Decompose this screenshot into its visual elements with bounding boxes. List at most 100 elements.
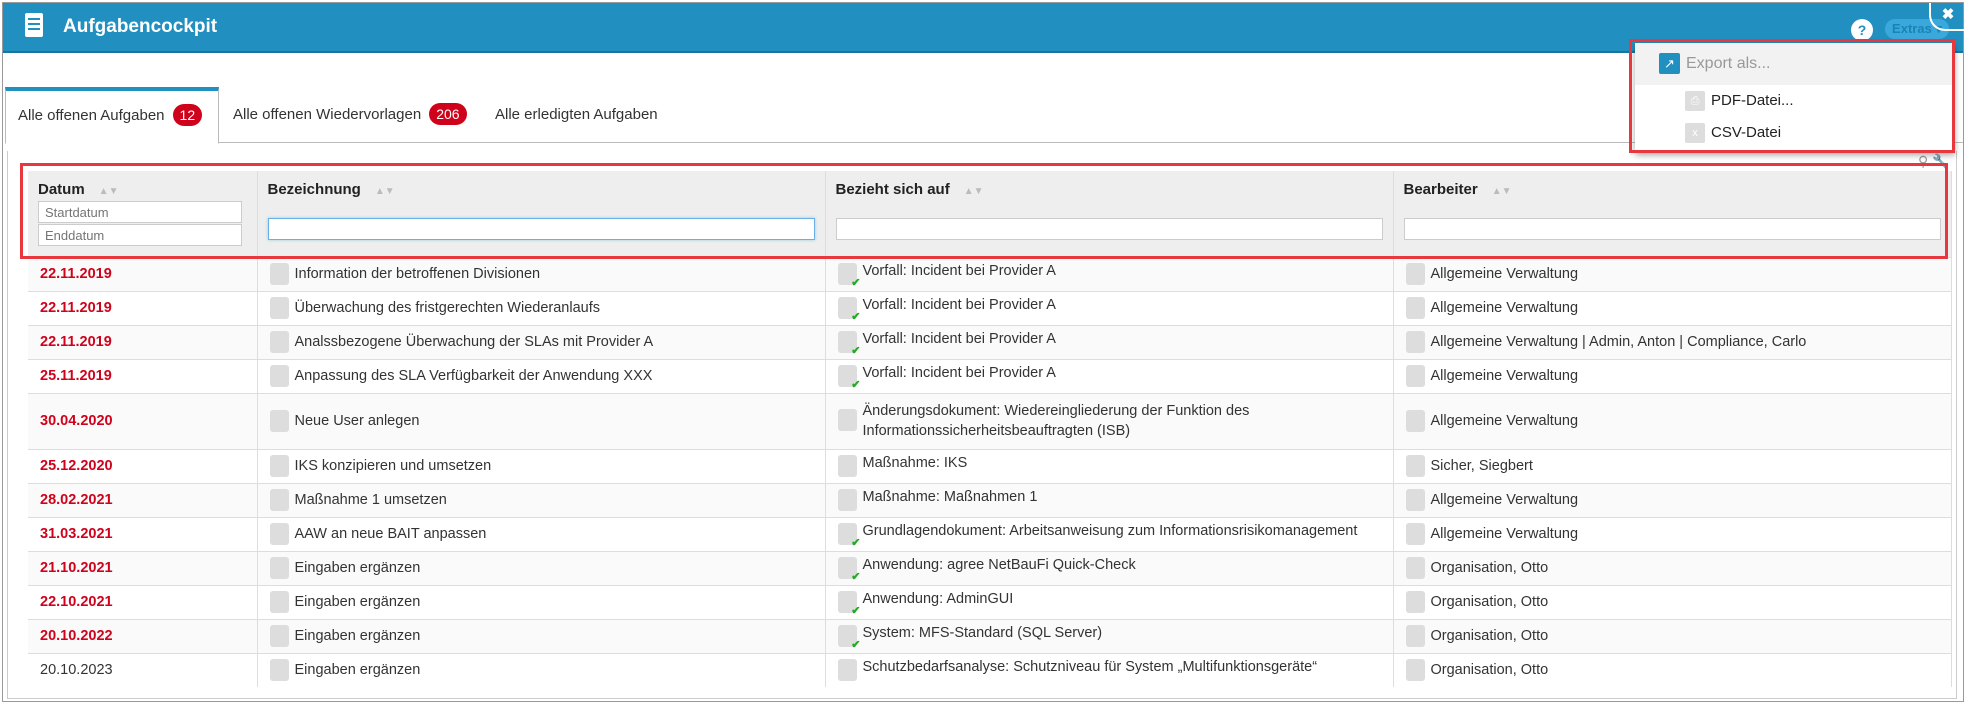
sort-icon[interactable]: ▲▼ xyxy=(374,186,395,197)
table-row[interactable]: 22.11.2019 Information der betroffenen D… xyxy=(28,256,1952,291)
name-cell[interactable]: Anpassung des SLA Verfügbarkeit der Anwe… xyxy=(257,358,826,393)
table-row[interactable]: 31.03.2021 AAW an neue BAIT anpassen ✔ Gr… xyxy=(28,516,1952,551)
reference-cell[interactable]: ✔ System: MFS-Standard (SQL Server) xyxy=(825,618,1394,653)
reference-cell[interactable]: ✔ Anwendung: agree NetBauFi Quick-Check xyxy=(825,550,1394,585)
reference-cell[interactable]: Schutzbedarfsanalyse: Schutzniveau für S… xyxy=(825,652,1394,687)
reference-type-icon: ✔ xyxy=(837,591,861,617)
reference-cell[interactable]: ✔ Vorfall: Incident bei Provider A xyxy=(825,324,1394,359)
check-icon: ✔ xyxy=(851,379,861,391)
sort-icon[interactable]: ▲▼ xyxy=(98,186,119,197)
help-button[interactable]: ? xyxy=(1851,19,1873,41)
menu-item-pdf[interactable]: ⎙ PDF-Datei... xyxy=(1635,85,1955,117)
reference-link[interactable]: Änderungsdokument: Wiedereingliederung d… xyxy=(862,403,1250,439)
app-window: Aufgabencockpit ? Extras ▾ ✖ Alle offene… xyxy=(2,2,1965,702)
tab-open-tasks[interactable]: Alle offenen Aufgaben 12 xyxy=(5,87,219,144)
table-row[interactable]: 22.10.2021 Eingaben ergänzen ✔ Anwendung:… xyxy=(28,584,1952,619)
assignee-cell: Allgemeine Verwaltung xyxy=(1393,358,1952,393)
task-icon xyxy=(269,263,289,285)
user-icon xyxy=(1405,591,1425,613)
name-cell[interactable]: Eingaben ergänzen xyxy=(257,652,826,687)
task-name: Eingaben ergänzen xyxy=(294,559,421,576)
reference-link[interactable]: Vorfall: Incident bei Provider A xyxy=(862,365,1056,381)
tab-completed-tasks[interactable]: Alle erledigten Aufgaben xyxy=(483,87,658,143)
table-row[interactable]: 20.10.2023 Eingaben ergänzen Schutzbedar… xyxy=(28,652,1952,687)
search-icon[interactable]: ⚲ xyxy=(1918,153,1929,169)
reference-link[interactable]: Schutzbedarfsanalyse: Schutzniveau für S… xyxy=(862,659,1318,676)
reference-link[interactable]: System: MFS-Standard (SQL Server) xyxy=(862,625,1103,641)
assignee-name: Allgemeine Verwaltung xyxy=(1430,299,1579,316)
name-cell[interactable]: Maßnahme 1 umsetzen xyxy=(257,482,826,517)
column-bezug[interactable]: Bezieht sich auf ▲▼ xyxy=(825,171,1394,257)
table-row[interactable]: 25.11.2019 Anpassung des SLA Verfügbarke… xyxy=(28,358,1952,393)
reference-cell[interactable]: ✔ Vorfall: Incident bei Provider A xyxy=(825,358,1394,393)
check-icon: ✔ xyxy=(851,605,861,617)
sort-icon[interactable]: ▲▼ xyxy=(963,186,984,197)
wrench-icon[interactable]: 🔧 xyxy=(1932,153,1950,169)
reference-link[interactable]: Vorfall: Incident bei Provider A xyxy=(862,331,1056,347)
column-bezeichnung[interactable]: Bezeichnung ▲▼ xyxy=(257,171,826,257)
date-cell: 31.03.2021 xyxy=(28,516,258,551)
task-icon xyxy=(269,489,289,511)
assignee-name: Allgemeine Verwaltung xyxy=(1430,265,1579,282)
reference-cell[interactable]: ✔ Anwendung: AdminGUI xyxy=(825,584,1394,619)
user-icon xyxy=(1405,489,1425,511)
user-icon xyxy=(1405,455,1425,477)
reference-cell[interactable]: ✔ Vorfall: Incident bei Provider A xyxy=(825,290,1394,325)
table-row[interactable]: 30.04.2020 Neue User anlegen Änderungsdo… xyxy=(28,392,1952,449)
name-cell[interactable]: Eingaben ergänzen xyxy=(257,584,826,619)
reference-link[interactable]: Maßnahme: IKS xyxy=(862,455,968,471)
bearbeiter-filter[interactable] xyxy=(1403,218,1941,240)
sort-icon[interactable]: ▲▼ xyxy=(1491,186,1512,197)
document-icon xyxy=(25,13,43,37)
name-cell[interactable]: Information der betroffenen Divisionen xyxy=(257,256,826,291)
tab-label: Alle erledigten Aufgaben xyxy=(495,106,658,123)
bezeichnung-filter[interactable] xyxy=(267,218,815,240)
assignee-name: Allgemeine Verwaltung xyxy=(1430,491,1579,508)
reference-type-icon: ✔ xyxy=(837,263,861,289)
table-row[interactable]: 21.10.2021 Eingaben ergänzen ✔ Anwendung:… xyxy=(28,550,1952,585)
name-cell[interactable]: IKS konzipieren und umsetzen xyxy=(257,448,826,483)
reference-link[interactable]: Grundlagendokument: Arbeitsanweisung zum… xyxy=(862,523,1358,539)
reference-link[interactable]: Vorfall: Incident bei Provider A xyxy=(862,297,1056,313)
name-cell[interactable]: Überwachung des fristgerechten Wiederanl… xyxy=(257,290,826,325)
bezug-filter[interactable] xyxy=(835,218,1383,240)
start-date-filter[interactable] xyxy=(38,201,242,223)
reference-cell[interactable]: Maßnahme: IKS xyxy=(825,448,1394,483)
task-name: Eingaben ergänzen xyxy=(294,593,421,610)
check-icon: ✔ xyxy=(851,537,861,549)
assignee-cell: Allgemeine Verwaltung xyxy=(1393,392,1952,449)
column-datum[interactable]: Datum ▲▼ xyxy=(28,171,258,257)
close-button[interactable]: ✖ xyxy=(1929,3,1965,31)
reference-link[interactable]: Anwendung: AdminGUI xyxy=(862,591,1014,607)
end-date-filter[interactable] xyxy=(38,224,242,246)
reference-cell[interactable]: Änderungsdokument: Wiedereingliederung d… xyxy=(825,392,1394,449)
reference-cell[interactable]: Maßnahme: Maßnahmen 1 xyxy=(825,482,1394,517)
reference-cell[interactable]: ✔ Grundlagendokument: Arbeitsanweisung zu… xyxy=(825,516,1394,551)
name-cell[interactable]: Analssbezogene Überwachung der SLAs mit … xyxy=(257,324,826,359)
tab-open-resubmissions[interactable]: Alle offenen Wiedervorlagen 206 xyxy=(221,87,467,143)
name-cell[interactable]: Neue User anlegen xyxy=(257,392,826,449)
reference-link[interactable]: Maßnahme: Maßnahmen 1 xyxy=(862,489,1038,505)
task-icon xyxy=(269,659,289,682)
name-cell[interactable]: AAW an neue BAIT anpassen xyxy=(257,516,826,551)
table-row[interactable]: 28.02.2021 Maßnahme 1 umsetzen Maßnahme:… xyxy=(28,482,1952,517)
table-row[interactable]: 22.11.2019 Überwachung des fristgerechte… xyxy=(28,290,1952,325)
name-cell[interactable]: Eingaben ergänzen xyxy=(257,550,826,585)
table-row[interactable]: 25.12.2020 IKS konzipieren und umsetzen … xyxy=(28,448,1952,483)
name-cell[interactable]: Eingaben ergänzen xyxy=(257,618,826,653)
column-bearbeiter[interactable]: Bearbeiter ▲▼ xyxy=(1393,171,1952,257)
date-cell: 22.11.2019 xyxy=(28,324,258,359)
extras-button[interactable]: Extras ▾ xyxy=(1885,19,1949,39)
reference-link[interactable]: Vorfall: Incident bei Provider A xyxy=(862,263,1056,279)
column-title: Bezieht sich auf xyxy=(835,181,950,198)
reference-link[interactable]: Anwendung: agree NetBauFi Quick-Check xyxy=(862,557,1136,573)
menu-item-csv[interactable]: x CSV-Datei xyxy=(1635,117,1955,149)
user-icon xyxy=(1405,410,1425,432)
table-row[interactable]: 22.11.2019 Analssbezogene Überwachung de… xyxy=(28,324,1952,359)
task-icon xyxy=(269,455,289,477)
task-table: Datum ▲▼ Bezeichnung ▲▼ Bezieht sich auf ▲▼… xyxy=(28,171,1952,687)
reference-type-icon: ✔ xyxy=(837,365,861,391)
reference-cell[interactable]: ✔ Vorfall: Incident bei Provider A xyxy=(825,256,1394,291)
table-row[interactable]: 20.10.2022 Eingaben ergänzen ✔ System: MF… xyxy=(28,618,1952,653)
date-cell: 25.12.2020 xyxy=(28,448,258,483)
